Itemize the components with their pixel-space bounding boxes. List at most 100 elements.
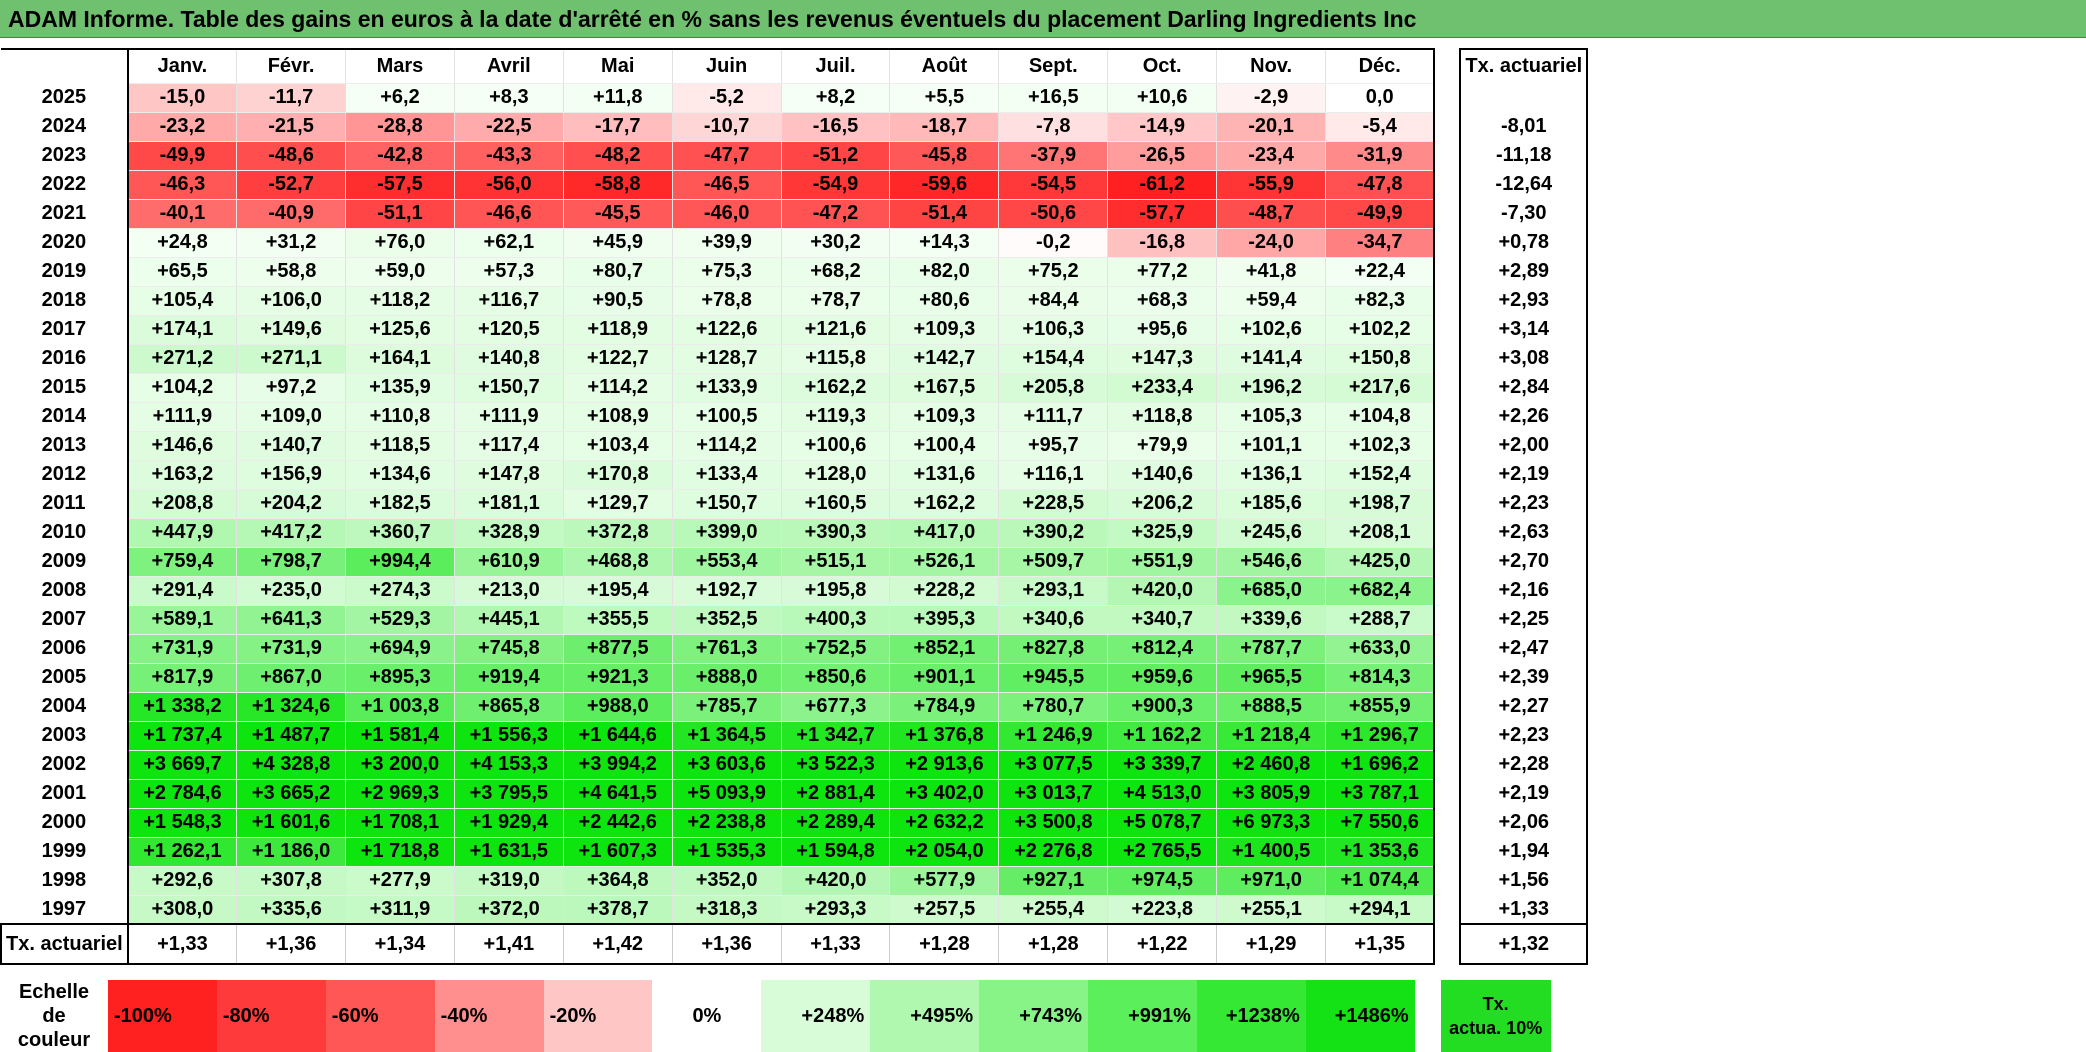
gain-cell: +233,4 xyxy=(1107,373,1218,403)
year-label: 2021 xyxy=(41,202,87,224)
tx-actuariel-value: +2,26 xyxy=(1459,402,1589,431)
scale-step: +495% xyxy=(870,980,980,1052)
gain-cell: +526,1 xyxy=(889,547,1000,577)
gain-cell: +378,7 xyxy=(563,895,673,925)
gain-cell: +196,2 xyxy=(1216,373,1327,403)
gain-cell: -48,2 xyxy=(563,141,673,171)
table-row: 2015 +104,2 +97,2 +135,9 +150,7 +114,2 +133,9 +… xyxy=(1,373,1589,403)
gain-cell: +245,6 xyxy=(1216,518,1327,548)
gain-cell: +68,2 xyxy=(781,257,891,287)
gain-cell: +22,4 xyxy=(1325,257,1436,287)
gain-cell: +1 708,1 xyxy=(345,808,455,838)
gain-cell: +780,7 xyxy=(998,692,1109,722)
gain-cell: +75,3 xyxy=(672,257,782,287)
gain-cell: +3 669,7 xyxy=(126,750,238,780)
table-row: 2018 +105,4 +106,0 +118,2 +116,7 +90,5 +78,8 +7… xyxy=(1,286,1589,316)
gain-cell: +82,0 xyxy=(889,257,1000,287)
column-gap xyxy=(1434,605,1461,634)
month-header: Déc. xyxy=(1325,48,1436,84)
gain-cell: +119,3 xyxy=(781,402,891,432)
gain-cell: -51,2 xyxy=(781,141,891,171)
gain-cell: +134,6 xyxy=(345,460,455,490)
table-row: 2005 +817,9 +867,0 +895,3 +919,4 +921,3 +888,0… xyxy=(1,663,1589,693)
gain-cell: +2 460,8 xyxy=(1216,750,1327,780)
footer-tx-cell: +1,33 xyxy=(781,923,891,965)
gain-cell: +163,2 xyxy=(126,460,238,490)
year-label: 2000 xyxy=(41,811,87,833)
gain-cell: +128,7 xyxy=(672,344,782,374)
year-label: 1998 xyxy=(41,869,87,891)
gain-cell: +14,3 xyxy=(889,228,1000,258)
gain-cell: +888,0 xyxy=(672,663,782,693)
column-gap xyxy=(1434,199,1461,228)
gain-cell: -2,9 xyxy=(1216,83,1327,113)
gain-cell: +104,2 xyxy=(126,373,238,403)
gain-cell: +150,8 xyxy=(1325,344,1436,374)
gain-cell: +115,8 xyxy=(781,344,891,374)
gain-cell: +888,5 xyxy=(1216,692,1327,722)
gain-cell: +103,4 xyxy=(563,431,673,461)
table-row: 2004 +1 338,2 +1 324,6 +1 003,8 +865,8 +988,0… xyxy=(1,692,1589,722)
gain-cell: -47,8 xyxy=(1325,170,1436,200)
footer-row: Tx. actuariel +1,33 +1,36 +1,34 +1,41 +1,42 +1… xyxy=(0,923,1589,965)
gain-cell: -5,2 xyxy=(672,83,782,113)
gain-cell: +128,0 xyxy=(781,460,891,490)
gain-cell: +1 364,5 xyxy=(672,721,782,751)
gain-cell: -43,3 xyxy=(454,141,564,171)
scale-tx-line: Tx. xyxy=(1482,994,1509,1014)
column-gap xyxy=(1434,721,1461,750)
column-gap xyxy=(1434,634,1461,663)
tx-actuariel-value: -8,01 xyxy=(1459,112,1589,141)
gain-cell: -55,9 xyxy=(1216,170,1327,200)
gain-cell: +59,0 xyxy=(345,257,455,287)
gain-cell: +784,9 xyxy=(889,692,1000,722)
gain-cell: +198,7 xyxy=(1325,489,1436,519)
year-label: 2008 xyxy=(41,579,87,601)
gain-cell: +156,9 xyxy=(236,460,346,490)
gain-cell: +641,3 xyxy=(236,605,346,635)
gain-cell: -21,5 xyxy=(236,112,346,142)
gain-cell: -22,5 xyxy=(454,112,564,142)
gain-cell: -28,8 xyxy=(345,112,455,142)
column-gap xyxy=(1434,837,1461,866)
gain-cell: -47,7 xyxy=(672,141,782,171)
gain-cell: +447,9 xyxy=(126,518,238,548)
table-row: 2000 +1 548,3 +1 601,6 +1 708,1 +1 929,4 +2 4… xyxy=(1,808,1589,838)
gain-cell: +118,9 xyxy=(563,315,673,345)
footer-tx-cell: +1,28 xyxy=(889,923,1000,965)
gain-cell: +546,6 xyxy=(1216,547,1327,577)
gain-cell: +292,6 xyxy=(126,866,238,896)
year-label: 2013 xyxy=(41,434,87,456)
month-header: Janv. xyxy=(126,48,238,84)
table-row: 2014 +111,9 +109,0 +110,8 +111,9 +108,9 +100,5… xyxy=(1,402,1589,432)
gain-cell: +62,1 xyxy=(454,228,564,258)
tx-actuariel-value: +2,16 xyxy=(1459,576,1589,605)
gain-cell: +685,0 xyxy=(1216,576,1327,606)
tx-actuariel-value: +2,23 xyxy=(1459,489,1589,518)
gain-cell: +228,5 xyxy=(998,489,1109,519)
gain-cell: +3 994,2 xyxy=(563,750,673,780)
gain-cell: +223,8 xyxy=(1107,895,1218,925)
tx-actuariel-value: -11,18 xyxy=(1459,141,1589,170)
gain-cell: +509,7 xyxy=(998,547,1109,577)
column-gap xyxy=(1434,692,1461,721)
scale-step: +991% xyxy=(1088,980,1197,1052)
column-gap xyxy=(1434,431,1461,460)
tx-actuariel-header: Tx. actuariel xyxy=(1459,48,1589,83)
gain-cell: +140,7 xyxy=(236,431,346,461)
month-header: Avril xyxy=(454,48,564,84)
gain-cell: -46,0 xyxy=(672,199,782,229)
gain-cell: -23,2 xyxy=(126,112,238,142)
gain-cell: -46,3 xyxy=(126,170,238,200)
gain-cell: -40,1 xyxy=(126,199,238,229)
column-gap xyxy=(1434,344,1461,373)
gain-cell: +759,4 xyxy=(126,547,238,577)
table-row: 1999 +1 262,1 +1 186,0 +1 718,8 +1 631,5 +1 6… xyxy=(1,837,1589,867)
year-label: 2020 xyxy=(41,231,87,253)
gain-cell: -51,1 xyxy=(345,199,455,229)
gain-cell: +1 556,3 xyxy=(454,721,564,751)
gain-cell: +4 641,5 xyxy=(563,779,673,809)
gain-cell: +95,7 xyxy=(998,431,1109,461)
gain-cell: -20,1 xyxy=(1216,112,1327,142)
gain-cell: +307,8 xyxy=(236,866,346,896)
